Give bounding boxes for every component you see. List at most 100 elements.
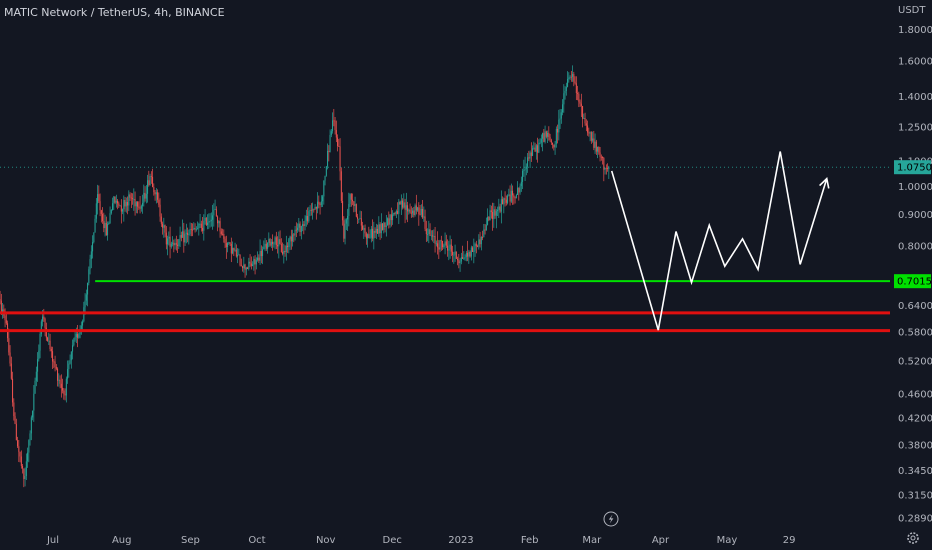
candle-body [340,171,342,202]
candle-body [567,78,569,87]
candle-body [22,465,24,469]
candle-body [180,235,182,238]
candle-body [169,236,171,247]
candle-body [89,259,91,270]
y-tick-label: 0.2890 [898,514,932,525]
candle-body [209,221,211,222]
candle-body [415,205,417,211]
candle-body [418,207,420,215]
candle-body [384,222,386,227]
candle-body [483,229,485,238]
candle-body [523,170,525,171]
candle-body [403,202,405,208]
candle-body [439,240,441,250]
candle-body [552,142,554,145]
lightning-icon[interactable] [603,511,619,527]
candle-body [244,264,246,270]
candle-body [595,141,597,152]
candle-body [544,131,546,142]
candle-body [307,216,309,222]
candle-body [420,208,422,215]
y-tick-label: 1.0000 [898,182,932,193]
candle-body [388,218,390,225]
candle-body [465,252,467,258]
candle-body [263,246,265,250]
candle-body [148,180,150,186]
candle-body [334,120,336,131]
candle-body [27,452,29,462]
candle-body [105,222,107,236]
candle-body [504,198,506,200]
candle-body [262,249,264,257]
candle-body [198,223,200,229]
levels-layer [0,166,890,333]
x-tick-label: Dec [383,535,402,546]
price-axis[interactable]: USDT1.80001.60001.40001.25001.10001.0000… [890,0,932,550]
candle-body [257,257,259,261]
candle-body [493,209,495,220]
gear-icon[interactable] [907,532,919,544]
candle-body [602,156,604,159]
candle-body [162,223,164,228]
candle-body [347,215,349,220]
candle-body [367,234,369,239]
candle-body [70,351,72,361]
candle-body [72,345,74,352]
candle-body [223,233,225,239]
candle-body [452,251,454,255]
candle-body [173,242,175,246]
candle-body [142,202,144,207]
candle-body [212,215,214,220]
candle-body [268,238,270,243]
candle-body [195,229,197,230]
candle-body [380,223,382,234]
candle-body [327,150,329,167]
candle-body [189,228,191,235]
candle-body [479,239,481,245]
candle-body [24,476,26,479]
candle-body [407,205,409,212]
candle-body [600,156,602,158]
candle-body [423,216,425,218]
projection-arrowhead [819,177,830,189]
x-tick-label: Sep [181,535,200,546]
projection-path[interactable] [610,151,828,331]
candle-body [80,325,82,329]
candle-body [563,93,565,105]
candle-body [372,228,374,239]
candle-body [404,202,406,210]
candle-body [192,229,194,231]
candle-body [297,227,299,231]
candle-body [522,170,524,182]
candle-body [414,205,416,216]
candle-body [252,264,254,266]
candle-body [143,192,145,203]
candle-body [8,338,10,353]
candle-body [285,245,287,252]
candle-body [322,196,324,202]
candle-body [280,244,282,252]
candles-layer [0,65,610,488]
candle-body [203,220,205,231]
candle-body [413,210,415,216]
candle-body [304,220,306,226]
candle-body [339,146,341,172]
candle-body [570,76,572,78]
candle-body [480,237,482,245]
candle-body [134,199,136,207]
candle-body [593,138,595,148]
candle-body [292,234,294,242]
candle-body [588,132,590,134]
candle-body [132,198,134,200]
time-axis[interactable]: Jul Aug Sep Oct Nov Dec 2023 Feb Mar Apr May 29 [0,525,932,550]
candle-body [450,244,452,252]
candle-body [587,125,589,133]
candle-body [197,228,199,230]
candle-body [302,224,304,226]
x-tick-label: Jul [46,535,59,546]
candle-body [128,194,130,206]
candle-body [390,214,392,221]
candle-body [290,236,292,242]
candle-body [478,239,480,247]
